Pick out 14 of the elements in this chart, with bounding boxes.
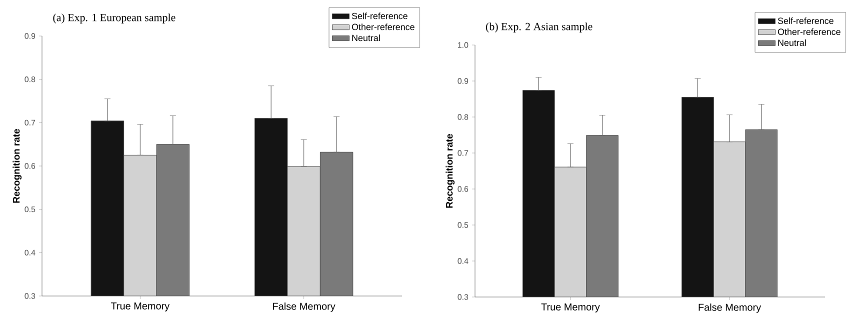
y-axis-title: Recognition rate <box>12 128 22 203</box>
legend-label: Other-reference <box>778 28 840 35</box>
chart-title: (a) Exp. 1 European sample <box>53 14 176 24</box>
x-tick-label: False Memory <box>273 302 336 312</box>
legend-label: Self-reference <box>778 17 834 24</box>
chart-title: (b) Exp. 2 Asian sample <box>486 22 592 32</box>
y-axis-title: Recognition rate <box>446 134 455 208</box>
legend-label: Neutral <box>778 39 806 46</box>
x-tick-label: True Memory <box>541 304 600 312</box>
x-tick-label: True Memory <box>110 302 170 312</box>
x-tick-label: False Memory <box>698 304 762 313</box>
legend-label: Other-reference <box>352 24 414 30</box>
legend-label: Neutral <box>352 34 380 42</box>
legend-label: Self-reference <box>352 12 408 20</box>
